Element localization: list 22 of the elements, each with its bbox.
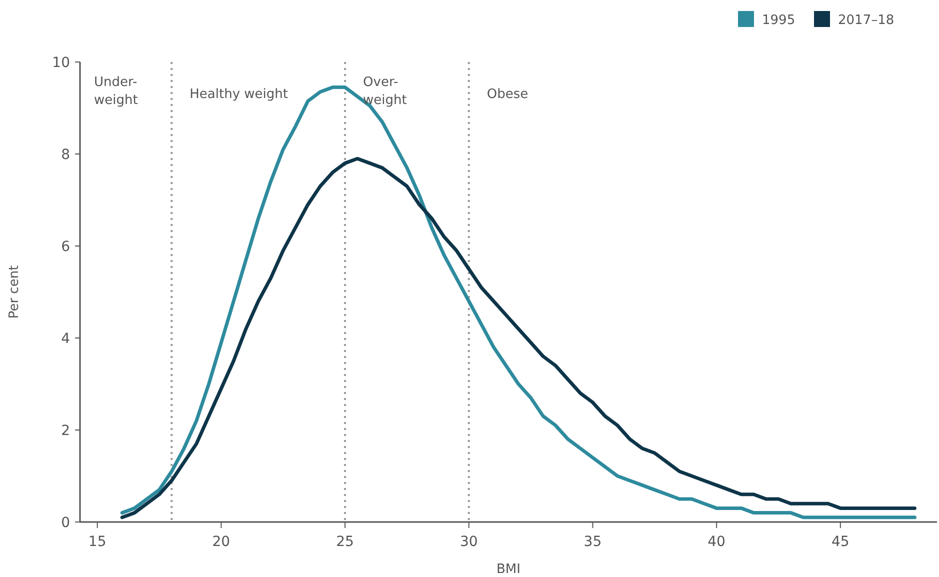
y-tick-label: 10	[52, 54, 70, 71]
x-tick-label: 35	[584, 534, 602, 550]
x-tick-label: 15	[88, 534, 106, 550]
y-tick-label: 2	[61, 422, 70, 439]
y-tick-label: 6	[61, 238, 70, 255]
y-tick-label: 8	[61, 146, 70, 163]
y-axis-title: Per cent	[7, 265, 22, 319]
annotation: Obese	[486, 87, 528, 102]
y-tick-label: 4	[61, 330, 70, 347]
annotation: Over- weight	[363, 75, 407, 108]
legend-label: 1995	[762, 13, 796, 28]
x-tick-label: 25	[336, 534, 354, 550]
line-series	[120, 156, 916, 520]
x-tick-label: 45	[831, 534, 850, 550]
legend-label: 2017–18	[838, 13, 894, 28]
annotation: Healthy weight	[190, 87, 288, 102]
x-tick-label: 40	[708, 534, 726, 550]
x-tick-label: 20	[212, 534, 230, 550]
y-tick-label: 0	[61, 514, 70, 531]
x-tick-label: 30	[460, 534, 478, 550]
annotation: Under- weight	[94, 75, 138, 108]
x-axis-title: BMI	[496, 562, 520, 577]
